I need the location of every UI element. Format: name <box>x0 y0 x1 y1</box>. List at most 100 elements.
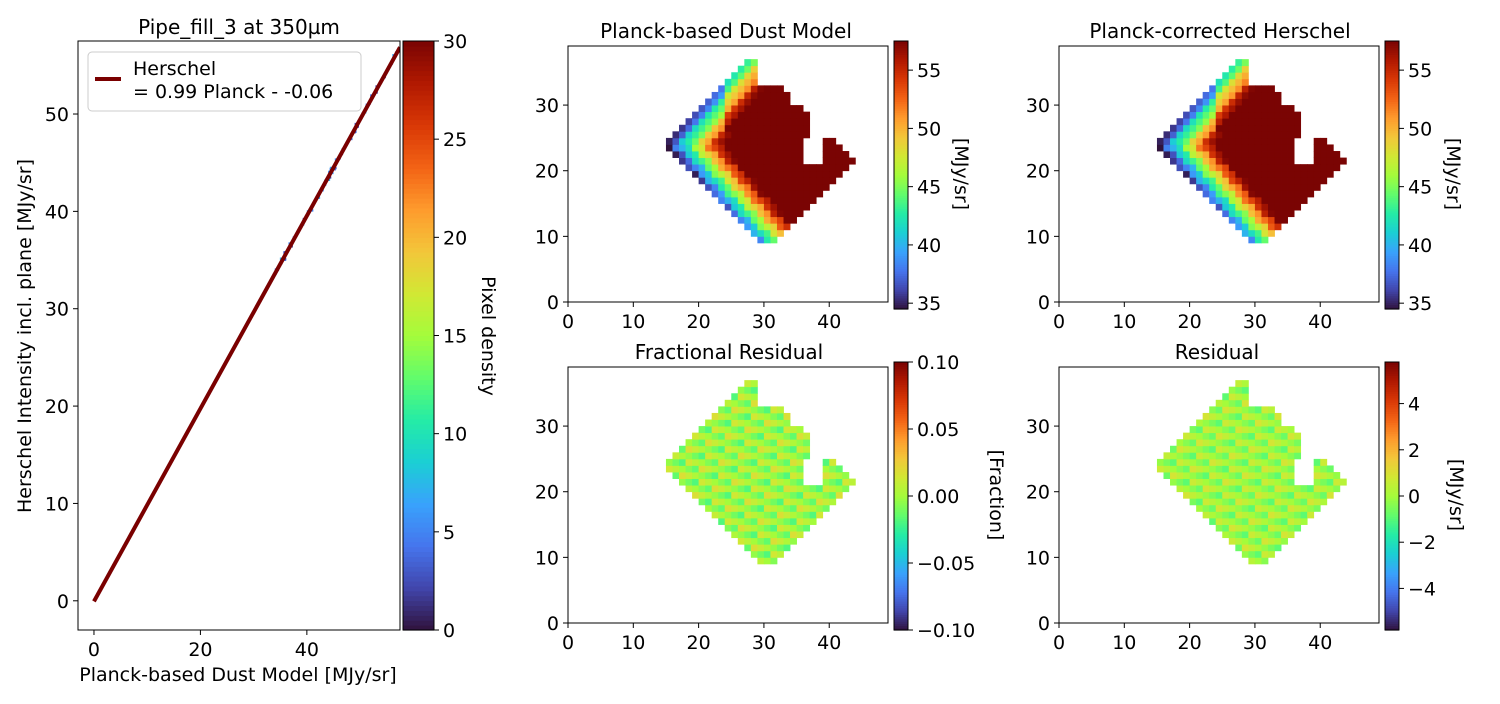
colorbar-segment <box>894 197 908 201</box>
colorbar-segment <box>1385 384 1399 388</box>
heatmap-cell <box>718 144 726 152</box>
heatmap-cell <box>842 485 850 493</box>
heatmap-cell <box>1222 399 1230 407</box>
heatmap-cell <box>1235 544 1243 552</box>
heatmap-cell <box>744 105 752 113</box>
heatmap-cell <box>776 419 784 427</box>
heatmap-cell <box>790 177 797 185</box>
y-tick-label: 20 <box>535 482 559 504</box>
heatmap-cell <box>685 472 693 479</box>
colorbar-segment <box>894 268 908 272</box>
colorbar-segment <box>1385 422 1399 426</box>
colorbar-segment <box>1385 451 1399 455</box>
colorbar-segment <box>403 237 434 243</box>
heatmap-cell <box>829 170 837 178</box>
colorbar-segment <box>1385 551 1399 555</box>
heatmap-cell <box>1248 478 1256 486</box>
heatmap-cell <box>790 491 797 499</box>
heatmap-cell <box>822 498 830 506</box>
panel-title: Residual <box>1175 340 1259 364</box>
heatmap-cell <box>816 177 824 185</box>
heatmap-cell <box>1287 157 1295 165</box>
colorbar-segment <box>894 143 908 147</box>
heatmap-cell <box>1241 550 1249 558</box>
heatmap-cell <box>1241 124 1249 132</box>
colorbar-segment <box>1385 90 1399 93</box>
colorbar-segment <box>1385 600 1399 604</box>
colorbar-tick-label: 50 <box>1408 118 1432 140</box>
heatmap-cell <box>1287 196 1295 204</box>
heatmap-cell <box>1326 472 1334 479</box>
colorbar-segment <box>1385 549 1399 553</box>
colorbar-segment <box>894 364 908 368</box>
heatmap-cell <box>744 111 752 119</box>
heatmap-cell <box>1274 111 1282 119</box>
heatmap-cell <box>783 491 791 499</box>
heatmap-cell <box>1235 216 1243 224</box>
heatmap-cell <box>796 472 804 479</box>
heatmap-cell <box>1248 458 1256 466</box>
heatmap-cell <box>1235 412 1243 420</box>
heatmap-cell <box>1202 157 1210 165</box>
colorbar-segment <box>1385 83 1399 87</box>
heatmap-cell <box>770 452 778 460</box>
heatmap-cell <box>1267 91 1275 99</box>
heatmap-cell <box>1294 452 1302 460</box>
colorbar-segment <box>894 585 908 589</box>
heatmap-cell <box>1235 393 1243 401</box>
colorbar-segment <box>894 583 908 586</box>
heatmap-cell <box>783 524 791 532</box>
colorbar-segment <box>403 193 434 199</box>
heatmap-cell <box>1209 426 1217 434</box>
legend-label-line1: Herschel <box>133 58 216 80</box>
colorbar-segment <box>894 623 908 627</box>
heatmap-cell <box>1215 151 1223 158</box>
heatmap-cell <box>1235 196 1243 204</box>
heatmap-cell <box>757 465 765 473</box>
heatmap-cell <box>1274 465 1282 473</box>
colorbar-segment <box>1385 502 1399 506</box>
colorbar-tick-label: −0.05 <box>917 553 975 575</box>
colorbar-segment <box>1385 41 1399 44</box>
heatmap-cell <box>1196 98 1204 106</box>
colorbar-segment <box>403 320 434 327</box>
colorbar-segment <box>894 509 908 513</box>
heatmap-cell <box>783 157 791 165</box>
colorbar-segment <box>403 428 434 435</box>
heatmap-cell <box>1248 426 1256 434</box>
heatmap-cell <box>1241 111 1249 119</box>
heatmap-cell <box>1287 118 1295 126</box>
heatmap-cell <box>1287 478 1295 486</box>
heatmap-cell <box>1281 472 1288 479</box>
heatmap-cell <box>1254 524 1262 532</box>
heatmap-cell <box>1248 550 1256 558</box>
heatmap-cell <box>1228 504 1236 512</box>
heatmap-cell <box>1202 177 1210 185</box>
heatmap-cell <box>1287 458 1295 466</box>
colorbar-segment <box>894 83 908 87</box>
heatmap-cell <box>1274 432 1282 440</box>
heatmap-cell <box>1241 137 1249 145</box>
heatmap-cell <box>757 111 765 119</box>
colorbar-segment <box>894 437 908 441</box>
heatmap-cell <box>1248 504 1256 512</box>
heatmap-cell <box>1261 164 1269 172</box>
heatmap-cell <box>1241 183 1249 191</box>
colorbar-segment <box>1385 520 1399 524</box>
heatmap-cell <box>718 478 726 486</box>
heatmap-cell <box>1261 190 1269 198</box>
heatmap-cell <box>1209 511 1217 519</box>
heatmap-cell <box>672 465 680 473</box>
heatmap-cell <box>750 419 758 427</box>
heatmap-cell <box>783 504 791 512</box>
colorbar-segment <box>403 134 434 140</box>
heatmap-cell <box>1163 144 1171 152</box>
heatmap-cell <box>737 452 745 460</box>
heatmap-cell <box>665 465 673 473</box>
heatmap-cell <box>705 498 713 506</box>
heatmap-cell <box>731 412 739 420</box>
colorbar-segment <box>894 478 908 481</box>
heatmap-cell <box>790 151 797 158</box>
colorbar-segment <box>403 153 434 160</box>
heatmap-cell <box>790 498 797 506</box>
